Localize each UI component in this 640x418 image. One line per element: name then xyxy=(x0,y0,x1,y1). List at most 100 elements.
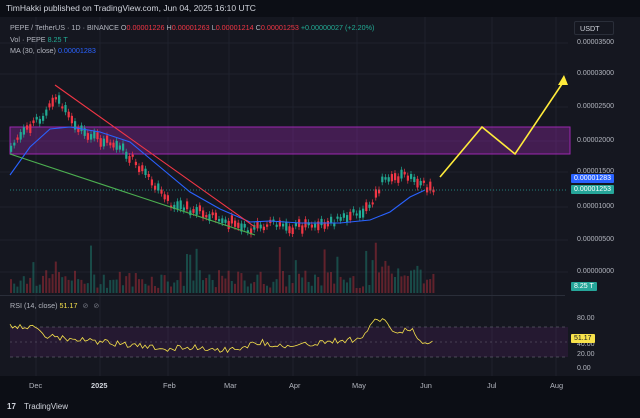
candle-body xyxy=(19,132,22,140)
candle-body xyxy=(112,142,115,148)
candle-body xyxy=(192,209,195,213)
volume-bar xyxy=(384,260,387,293)
price-change: +0.00000027 (+2.20%) xyxy=(300,23,375,32)
candle-body xyxy=(368,204,371,208)
candle-body xyxy=(259,224,262,229)
candle-body xyxy=(147,174,150,178)
candle-body xyxy=(317,221,320,231)
currency-selector[interactable]: USDT xyxy=(574,21,614,35)
visibility-icon[interactable]: ⊘ xyxy=(93,303,100,310)
candle-body xyxy=(211,212,214,216)
volume-bar xyxy=(80,279,83,293)
volume-bar xyxy=(262,283,265,293)
volume-bar xyxy=(419,269,422,293)
candle-body xyxy=(115,140,118,150)
tradingview-logo-icon: 17 xyxy=(7,402,16,411)
price-tick: 0.00002000 xyxy=(577,137,614,144)
volume-bar xyxy=(93,274,96,293)
candle-body xyxy=(301,225,304,234)
volume-bar xyxy=(58,272,60,293)
rsi-legend: RSI (14, close) 51.17 ⊘ ⊘ xyxy=(10,301,99,310)
volume-bar xyxy=(272,281,275,293)
volume-bar xyxy=(208,274,211,293)
candle-body xyxy=(358,210,361,218)
volume-bar xyxy=(291,283,294,293)
volume-value: 8.25 T xyxy=(47,35,68,44)
volume-bar xyxy=(83,283,86,293)
volume-bar xyxy=(278,247,281,293)
candle-body xyxy=(416,178,419,188)
candle-body xyxy=(125,151,128,159)
candle-body xyxy=(256,220,259,229)
volume-bar xyxy=(211,280,214,293)
candle-body xyxy=(339,217,342,221)
volume-bar xyxy=(413,269,416,293)
candle-body xyxy=(13,142,16,146)
volume-bar xyxy=(38,284,41,293)
candle-body xyxy=(381,176,384,183)
time-tick: Apr xyxy=(289,381,301,390)
volume-bar xyxy=(19,280,22,293)
volume-bar xyxy=(358,287,361,293)
volume-bar xyxy=(109,280,112,293)
candle-body xyxy=(362,208,365,218)
candle-body xyxy=(198,205,201,212)
candle-body xyxy=(342,213,345,218)
volume-bar xyxy=(230,280,233,293)
volume-bar xyxy=(195,248,198,293)
price-tick: 0.00003500 xyxy=(577,39,614,46)
visibility-icon[interactable]: ⊘ xyxy=(82,303,89,310)
ma-price-tag: 0.00001283 xyxy=(571,174,614,183)
projection-path xyxy=(439,80,565,178)
candle-body xyxy=(10,145,13,152)
volume-bar xyxy=(342,279,345,293)
candle-body xyxy=(272,219,275,222)
candle-body xyxy=(330,216,333,223)
volume-bar xyxy=(179,271,182,293)
candle-body xyxy=(202,210,205,219)
ohlc-o-label: O xyxy=(120,23,127,32)
candle-body xyxy=(320,218,323,226)
candle-body xyxy=(218,219,221,222)
candle-body xyxy=(150,179,153,186)
volume-bar xyxy=(432,273,435,293)
time-tick: Mar xyxy=(224,381,237,390)
candle-body xyxy=(118,145,121,150)
candle-body xyxy=(38,118,41,124)
volume-bar xyxy=(333,283,336,293)
pane-divider[interactable] xyxy=(0,295,565,296)
rsi-tick: 80.00 xyxy=(577,315,595,322)
candle-body xyxy=(22,127,25,135)
volume-bar xyxy=(406,275,409,293)
volume-bar xyxy=(51,274,54,293)
volume-bar xyxy=(282,270,284,293)
candle-body xyxy=(336,216,339,219)
volume-bar xyxy=(131,286,134,293)
support-trendline xyxy=(9,153,256,236)
volume-bar xyxy=(349,277,352,293)
candle-body xyxy=(326,220,329,227)
ohlc-l-label: L xyxy=(211,23,216,32)
volume-bar xyxy=(22,276,25,293)
price-tick: 0.00002500 xyxy=(577,103,614,110)
volume-bar xyxy=(64,276,67,293)
volume-bar xyxy=(352,276,355,293)
candle-body xyxy=(195,207,198,215)
rsi-band xyxy=(10,327,568,357)
ma-value: 0.00001283 xyxy=(57,46,96,55)
volume-bar xyxy=(304,270,307,293)
candle-body xyxy=(390,174,393,182)
volume-bar xyxy=(394,276,396,293)
candle-body xyxy=(106,135,109,143)
candle-body xyxy=(32,120,35,124)
volume-bar xyxy=(112,279,115,293)
candle-body xyxy=(400,169,403,179)
chart-pane[interactable] xyxy=(0,17,640,376)
volume-bar xyxy=(243,280,246,293)
candle-body xyxy=(154,185,157,190)
chart-canvas[interactable] xyxy=(0,17,640,376)
ohlc-h-label: H xyxy=(166,23,172,32)
volume-bar xyxy=(192,280,195,293)
candle-body xyxy=(307,222,310,226)
candle-body xyxy=(275,224,278,227)
